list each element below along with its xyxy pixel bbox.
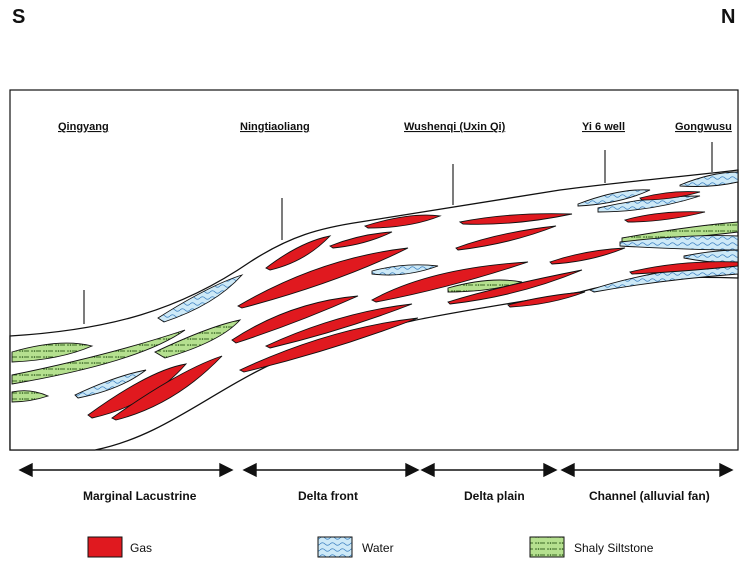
- gas-lens: [329, 231, 393, 249]
- arrowhead: [420, 462, 435, 478]
- silt-lens: [11, 342, 94, 363]
- gas-lens: [363, 214, 442, 229]
- well-label-qingyang: Qingyang: [58, 121, 109, 133]
- gas-lenses: [87, 191, 739, 421]
- water-lens: [577, 189, 651, 207]
- silt-lenses: [11, 221, 739, 403]
- gas-lens: [238, 317, 419, 373]
- gas-lens: [458, 213, 573, 225]
- zone-label-marginal-lacustrine: Marginal Lacustrine: [83, 489, 197, 503]
- silt-lens: [447, 279, 523, 293]
- arrowhead: [543, 462, 558, 478]
- legend-swatch-shaly-siltstone: [529, 536, 565, 558]
- south-label: S: [12, 6, 26, 28]
- legend-swatch-gas: [87, 536, 123, 558]
- north-label: N: [721, 6, 736, 28]
- gas-lens: [447, 269, 583, 305]
- well-label-gongwusu: Gongwusu: [675, 121, 732, 133]
- arrowhead: [219, 462, 234, 478]
- water-lens: [157, 274, 244, 323]
- silt-lens: [11, 329, 186, 385]
- well-lines: [83, 142, 713, 324]
- zone-arrows: [18, 462, 734, 478]
- gas-lens: [549, 247, 626, 265]
- gas-lens: [111, 355, 223, 421]
- gas-lens: [265, 235, 332, 271]
- gas-lens: [87, 363, 188, 419]
- well-label-wushenqi: Wushenqi (Uxin Qi): [404, 121, 506, 133]
- zone-label-channel: Channel (alluvial fan): [589, 489, 710, 503]
- gas-lens: [629, 261, 739, 275]
- well-label-yi6: Yi 6 well: [582, 121, 625, 133]
- arrowhead: [18, 462, 33, 478]
- water-lens: [371, 264, 439, 276]
- gas-lens: [639, 191, 701, 201]
- water-lens: [597, 195, 701, 213]
- legend: Gas Water Shaly Siltstone: [87, 536, 654, 558]
- water-lenses: [74, 171, 739, 399]
- gas-lens: [237, 247, 409, 309]
- gas-lens: [231, 295, 359, 344]
- water-lens: [679, 171, 739, 187]
- gas-lens: [507, 291, 586, 308]
- zone-label-delta-plain: Delta plain: [464, 489, 525, 503]
- water-lens: [74, 369, 147, 399]
- gas-lens: [264, 303, 413, 349]
- gas-lens: [371, 261, 529, 303]
- gas-lens: [455, 225, 557, 251]
- well-label-ningtiaoliang: Ningtiaoliang: [240, 121, 310, 133]
- legend-swatch-water: [317, 536, 353, 558]
- arrowhead: [560, 462, 575, 478]
- legend-label-water: Water: [362, 541, 394, 555]
- silt-lens: [11, 390, 50, 403]
- gas-lens: [623, 211, 706, 223]
- zone-label-delta-front: Delta front: [298, 489, 358, 503]
- arrowhead: [405, 462, 420, 478]
- arrowhead: [242, 462, 257, 478]
- legend-label-shaly-siltstone: Shaly Siltstone: [574, 541, 654, 555]
- legend-label-gas: Gas: [130, 541, 152, 555]
- silt-lens: [154, 319, 242, 359]
- arrowhead: [719, 462, 734, 478]
